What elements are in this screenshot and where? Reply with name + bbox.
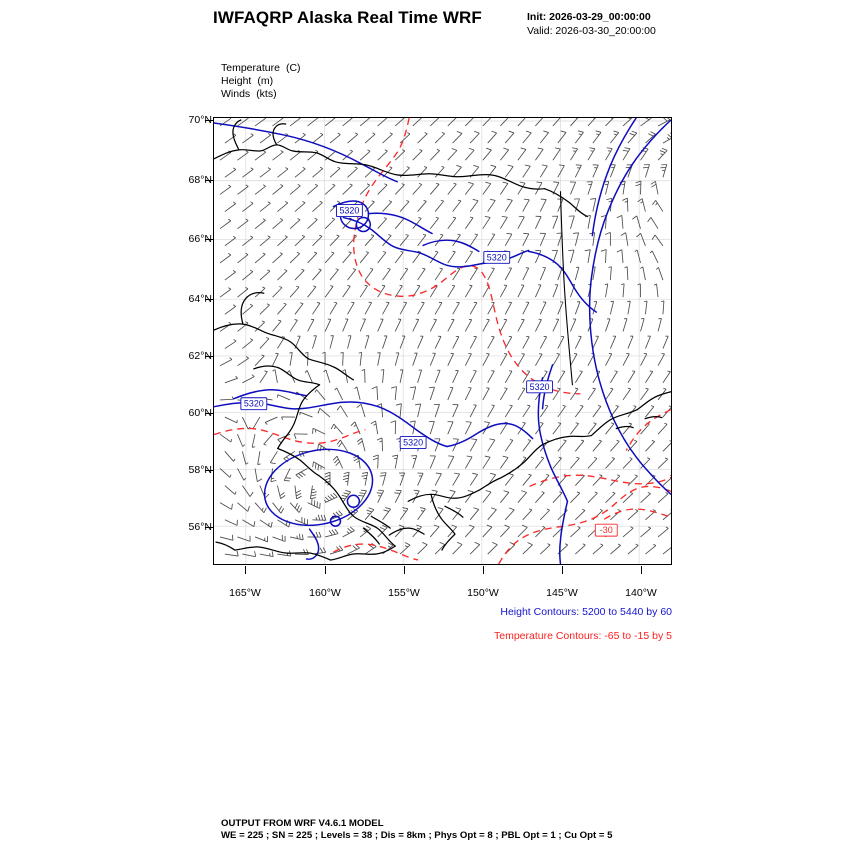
x-tick-label-160w: 160°W — [309, 587, 341, 599]
temperature-contours-layer — [214, 118, 671, 564]
x-tick-label-140w: 140°W — [625, 587, 657, 599]
variable-row-height: Height (m) — [221, 75, 301, 88]
valid-time-label: Valid: 2026-03-30_20:00:00 — [527, 25, 656, 37]
y-tick-label-70n: 70°N — [188, 114, 212, 126]
y-tick-label-58n: 58°N — [188, 464, 212, 476]
variable-row-winds: Winds (kts) — [221, 88, 301, 101]
variable-name: Temperature — [221, 62, 280, 74]
x-tick-mark — [325, 566, 327, 574]
y-tick-mark — [205, 470, 213, 472]
x-tick-label-150w: 150°W — [467, 587, 499, 599]
y-tick-mark — [205, 413, 213, 415]
temperature-contours-legend: Temperature Contours: -65 to -15 by 5 — [493, 630, 672, 642]
height-contour-label: 5320 — [240, 397, 268, 411]
height-label-text: 5320 — [244, 399, 264, 409]
variable-name: Winds — [221, 88, 251, 100]
y-tick-mark — [205, 120, 213, 122]
height-label-text: 5320 — [403, 438, 423, 448]
model-output-footer: OUTPUT FROM WRF V4.6.1 MODEL WE = 225 ; … — [221, 818, 612, 842]
height-label-text: 5320 — [339, 206, 359, 216]
height-label-text: 5320 — [487, 252, 507, 262]
x-tick-label-165w: 165°W — [229, 587, 261, 599]
x-tick-mark — [641, 566, 643, 574]
variable-row-temperature: Temperature (C) — [221, 62, 301, 75]
map-canvas: 5320 5320 5320 5320 5320 — [214, 118, 671, 564]
y-tick-mark — [205, 299, 213, 301]
height-label-text: 5320 — [530, 382, 550, 392]
init-time-label: Init: 2026-03-29_00:00:00 — [527, 11, 651, 23]
y-tick-label-62n: 62°N — [188, 350, 212, 362]
variable-units: (C) — [285, 62, 301, 74]
y-tick-label-56n: 56°N — [188, 521, 212, 533]
x-tick-label-145w: 145°W — [546, 587, 578, 599]
footer-line-1: OUTPUT FROM WRF V4.6.1 MODEL — [221, 818, 384, 829]
y-tick-label-68n: 68°N — [188, 174, 212, 186]
height-contours-legend: Height Contours: 5200 to 5440 by 60 — [500, 606, 672, 618]
variable-legend: Temperature (C) Height (m) Winds (kts) — [221, 62, 301, 101]
temperature-label-text: -30 — [600, 525, 613, 535]
height-contour-label: 5320 — [483, 250, 511, 264]
y-tick-label-60n: 60°N — [188, 407, 212, 419]
variable-units: (m) — [257, 75, 274, 87]
y-tick-label-66n: 66°N — [188, 233, 212, 245]
height-contour-label: 5320 — [526, 380, 553, 394]
height-contour-label: 5320 — [399, 436, 427, 449]
y-tick-mark — [205, 356, 213, 358]
variable-name: Height — [221, 75, 252, 87]
page-title: IWFAQRP Alaska Real Time WRF — [213, 8, 482, 27]
y-tick-mark — [205, 527, 213, 529]
contour-label-layer: 5320 5320 5320 5320 5320 — [240, 204, 618, 537]
height-contour-label: 5320 — [336, 204, 363, 218]
x-tick-mark — [404, 566, 406, 574]
y-tick-mark — [205, 239, 213, 241]
wind-barbs-layer — [219, 118, 671, 558]
temperature-contour-label: -30 — [594, 523, 618, 537]
x-tick-mark — [245, 566, 247, 574]
x-tick-mark — [483, 566, 485, 574]
y-tick-mark — [205, 180, 213, 182]
coastline-layer — [214, 119, 671, 561]
footer-line-2: WE = 225 ; SN = 225 ; Levels = 38 ; Dis … — [221, 830, 613, 841]
variable-units: (kts) — [256, 88, 277, 100]
weather-map-plot[interactable]: 5320 5320 5320 5320 5320 — [213, 117, 672, 565]
y-tick-label-64n: 64°N — [188, 293, 212, 305]
x-tick-label-155w: 155°W — [388, 587, 420, 599]
x-tick-mark — [562, 566, 564, 574]
